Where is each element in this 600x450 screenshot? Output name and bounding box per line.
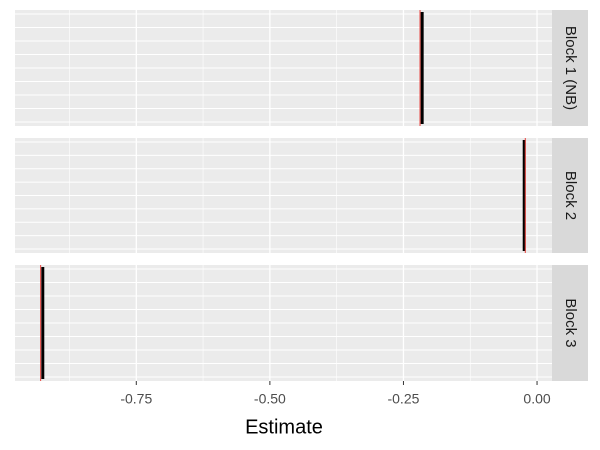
strip-label: Block 3 bbox=[562, 298, 579, 347]
x-tick-label: 0.00 bbox=[523, 391, 550, 407]
strip-background bbox=[552, 10, 588, 126]
x-tick-label: -0.25 bbox=[387, 391, 419, 407]
x-tick-label: -0.75 bbox=[120, 391, 152, 407]
x-tick-label: -0.50 bbox=[254, 391, 286, 407]
strip-label: Block 1 (NB) bbox=[562, 26, 579, 110]
strip-label: Block 2 bbox=[562, 171, 579, 220]
strip-background bbox=[552, 265, 588, 381]
strip-background bbox=[552, 138, 588, 253]
x-axis-title: Estimate bbox=[245, 416, 323, 438]
